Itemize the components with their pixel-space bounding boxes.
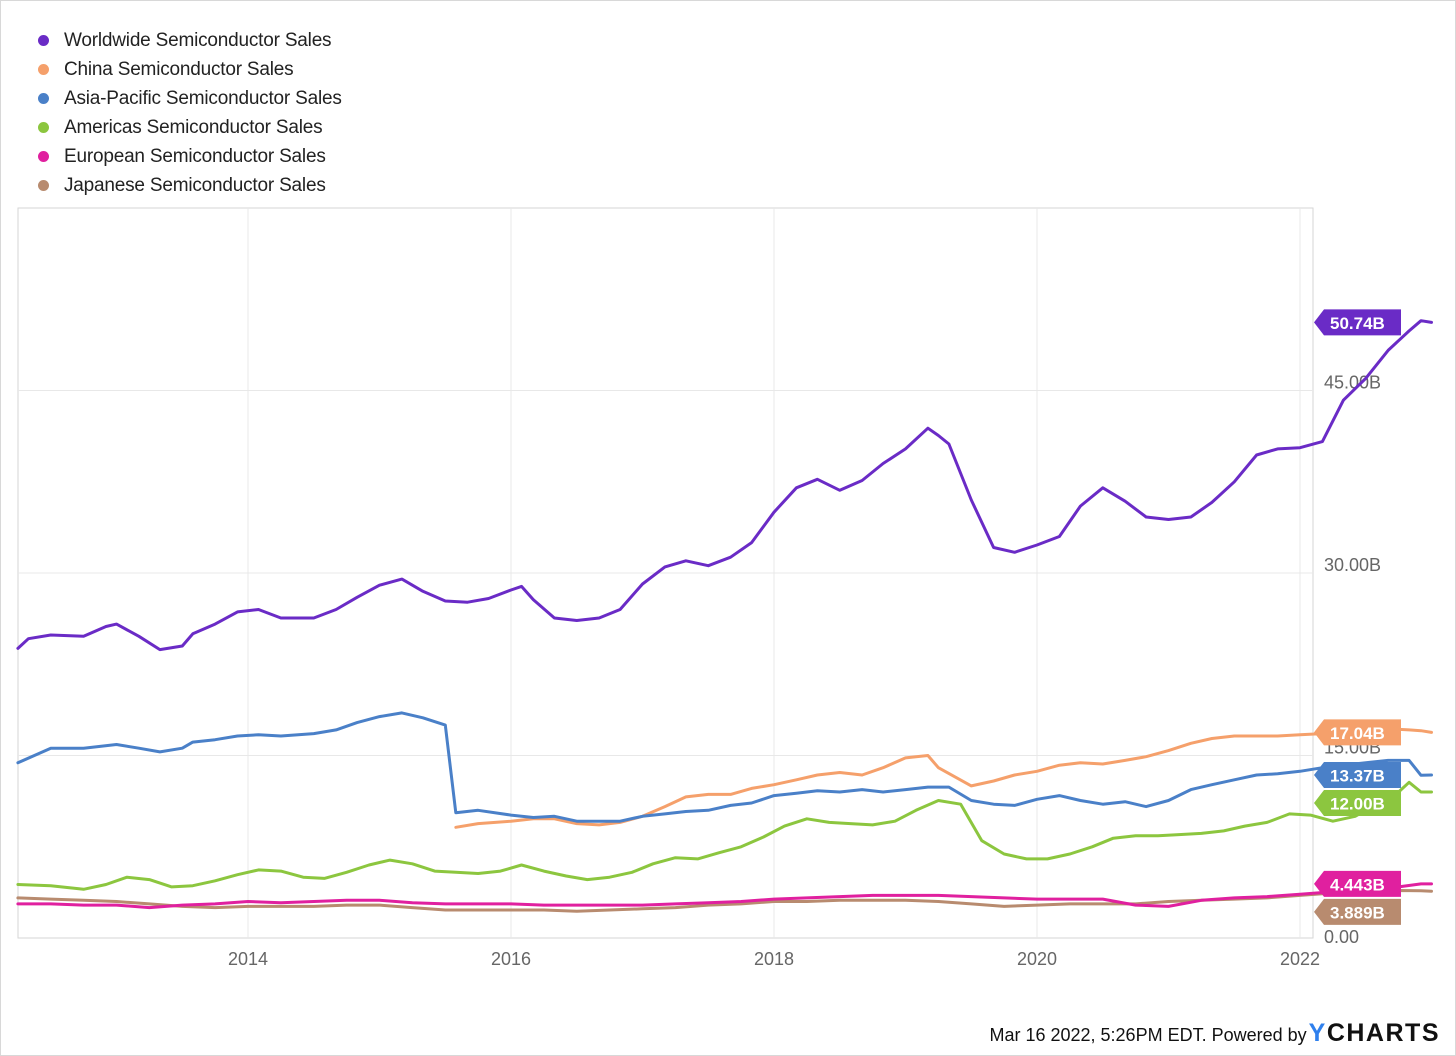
x-tick-label: 2016 [491,949,531,969]
footer-timestamp: Mar 16 2022, 5:26PM EDT. Powered by [989,1025,1307,1045]
legend-marker [38,93,49,104]
legend-label: Americas Semiconductor Sales [64,116,323,138]
value-tag-background [1314,719,1401,746]
value-tag-label: 12.00B [1330,794,1385,813]
value-tag: 13.37B [1314,761,1401,788]
value-tag-label: 17.04B [1330,724,1385,743]
ycharts-logo-text: CHARTS [1326,1019,1440,1047]
value-tag-label: 13.37B [1330,766,1385,785]
value-tag-background [1314,870,1401,897]
series-line [16,780,1433,891]
value-tag-background [1314,789,1401,816]
legend-label: Japanese Semiconductor Sales [64,174,326,196]
ycharts-logo-y: Y [1308,1019,1327,1047]
legend-item[interactable]: Worldwide Semiconductor Sales [38,26,342,55]
value-tag-label: 3.889B [1330,903,1385,922]
series-line [16,882,1433,910]
legend-label: European Semiconductor Sales [64,145,326,167]
value-tag-background [1314,309,1401,336]
legend-item[interactable]: Americas Semiconductor Sales [38,113,342,142]
legend-marker [38,151,49,162]
value-tag-background [1314,898,1401,925]
value-tag-label: 50.74B [1330,314,1385,333]
legend-item[interactable]: European Semiconductor Sales [38,142,342,171]
value-tag: 3.889B [1314,898,1401,925]
legend-item[interactable]: Asia-Pacific Semiconductor Sales [38,84,342,113]
legend: Worldwide Semiconductor Sales China Semic… [38,26,342,200]
legend-marker [38,122,49,133]
legend-label: China Semiconductor Sales [64,58,294,80]
legend-item[interactable]: China Semiconductor Sales [38,55,342,84]
value-tag: 17.04B [1314,719,1401,746]
legend-marker [38,180,49,191]
footer: Mar 16 2022, 5:26PM EDT. Powered by YCHA… [989,1019,1440,1048]
y-tick-label: 0.00 [1324,927,1359,947]
value-tag: 4.443B [1314,870,1401,897]
ycharts-logo[interactable]: YCHARTS [1309,1019,1440,1048]
legend-marker [38,64,49,75]
series-line [16,711,1433,823]
legend-item[interactable]: Japanese Semiconductor Sales [38,171,342,200]
x-tick-label: 2020 [1017,949,1057,969]
value-tag-background [1314,761,1401,788]
legend-marker [38,35,49,46]
legend-label: Asia-Pacific Semiconductor Sales [64,87,342,109]
legend-label: Worldwide Semiconductor Sales [64,29,332,51]
x-tick-label: 2014 [228,949,268,969]
value-tag-label: 4.443B [1330,875,1385,894]
series-line [454,727,1433,829]
series-line [16,319,1433,652]
x-tick-label: 2022 [1280,949,1320,969]
value-tag: 12.00B [1314,789,1401,816]
y-tick-label: 30.00B [1324,555,1381,575]
x-tick-label: 2018 [754,949,794,969]
value-tag: 50.74B [1314,309,1401,336]
